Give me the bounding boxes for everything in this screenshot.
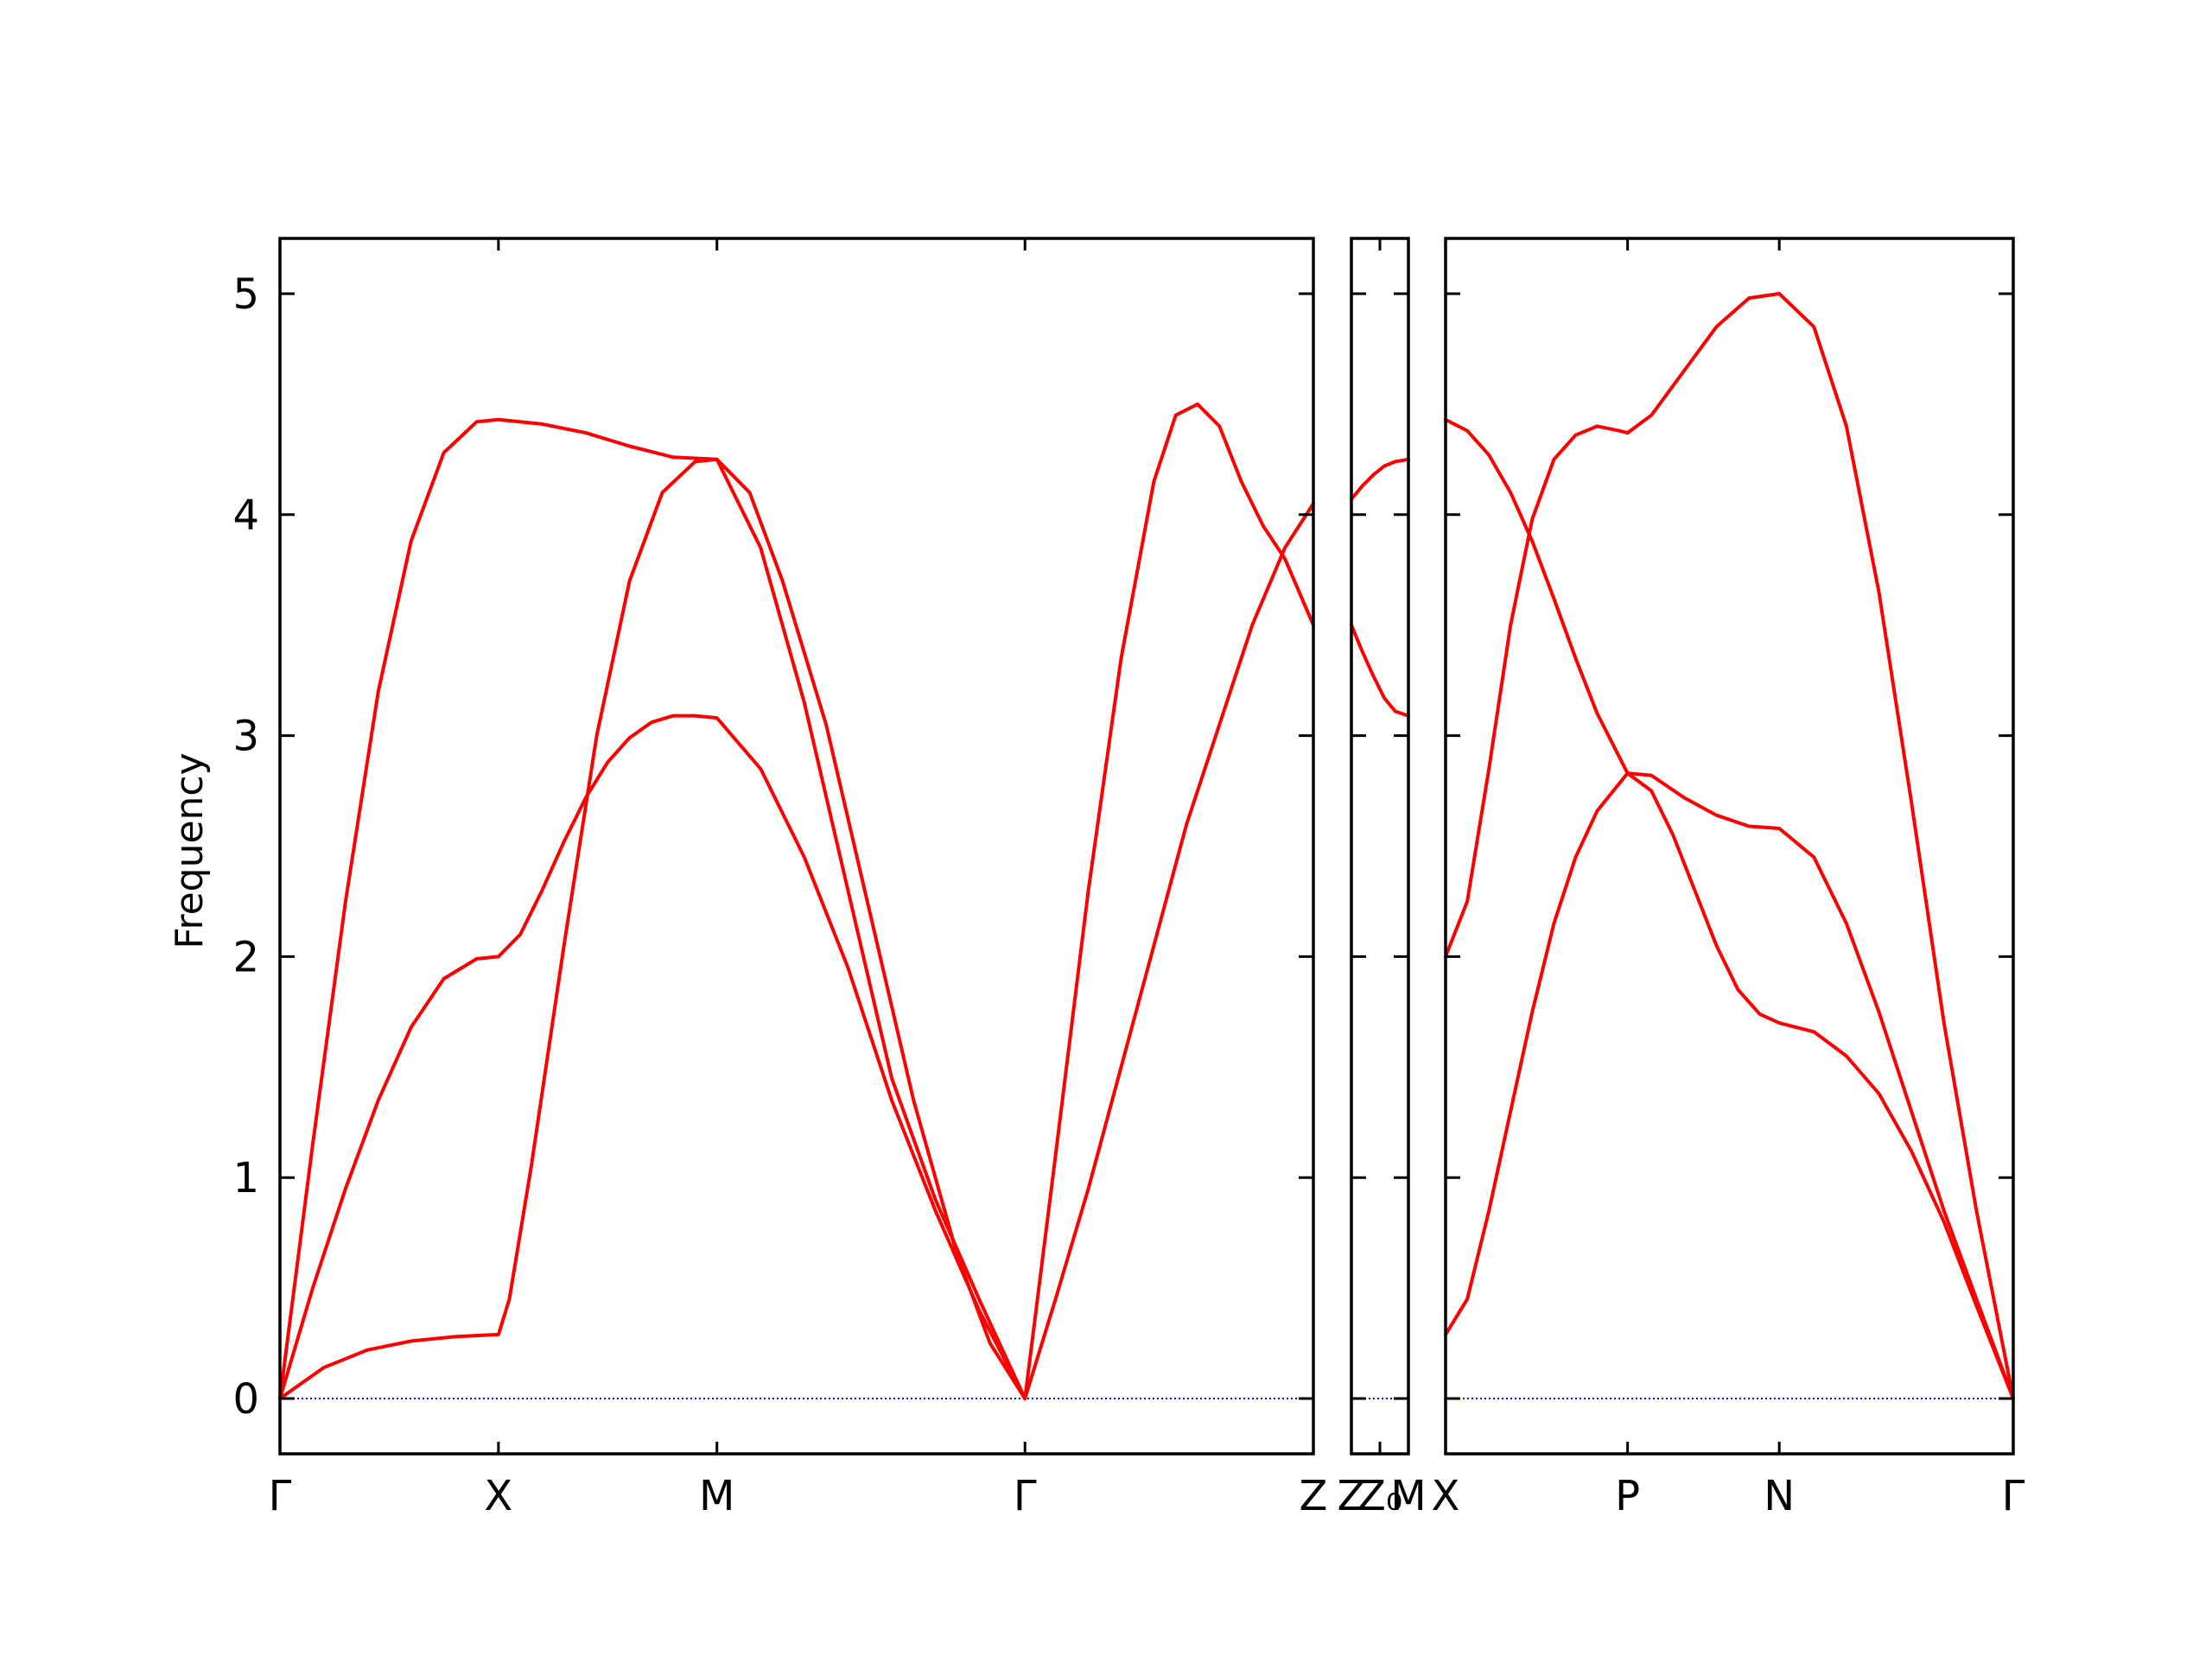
x-tick-label: Z₀ xyxy=(1357,1472,1402,1520)
band-line-2-1 xyxy=(1444,292,2015,1400)
band-line-0-4 xyxy=(1023,502,1315,1400)
y-axis-label: Frequency xyxy=(168,752,212,948)
band-line-0-1 xyxy=(278,714,1027,1400)
band-line-2-3 xyxy=(1625,771,2015,1400)
x-tick-label: P xyxy=(1615,1472,1640,1520)
y-tick-label: 2 xyxy=(232,933,259,981)
band-line-2-0 xyxy=(1444,417,1630,776)
band-line-0-3 xyxy=(1023,402,1315,1400)
band-line-1-1 xyxy=(1350,623,1410,718)
panel-frame xyxy=(1444,237,2015,1456)
y-tick-label: 0 xyxy=(232,1375,259,1424)
band-line-1-0 xyxy=(1350,457,1410,501)
x-tick-label: M xyxy=(1390,1472,1426,1520)
x-tick-label: Z xyxy=(1338,1472,1366,1520)
x-tick-label: X xyxy=(1432,1472,1460,1520)
panel-frame xyxy=(1350,237,1410,1456)
x-tick-label: N xyxy=(1764,1472,1795,1520)
band-line-0-0 xyxy=(278,417,1027,1400)
panel-frame xyxy=(278,237,1315,1456)
y-tick-label: 1 xyxy=(232,1154,259,1202)
x-tick-label: M xyxy=(699,1472,734,1520)
x-tick-label: Γ xyxy=(269,1472,292,1520)
x-tick-label: Γ xyxy=(2002,1472,2025,1520)
x-tick-label: Z xyxy=(1300,1472,1328,1520)
x-tick-label: X xyxy=(484,1472,512,1520)
y-tick-label: 5 xyxy=(232,270,259,319)
y-tick-label: 3 xyxy=(232,713,259,761)
band-line-0-2 xyxy=(278,457,1027,1400)
x-tick-label: Γ xyxy=(1014,1472,1037,1520)
band-line-2-2 xyxy=(1444,771,2015,1400)
y-tick-label: 4 xyxy=(232,492,259,540)
